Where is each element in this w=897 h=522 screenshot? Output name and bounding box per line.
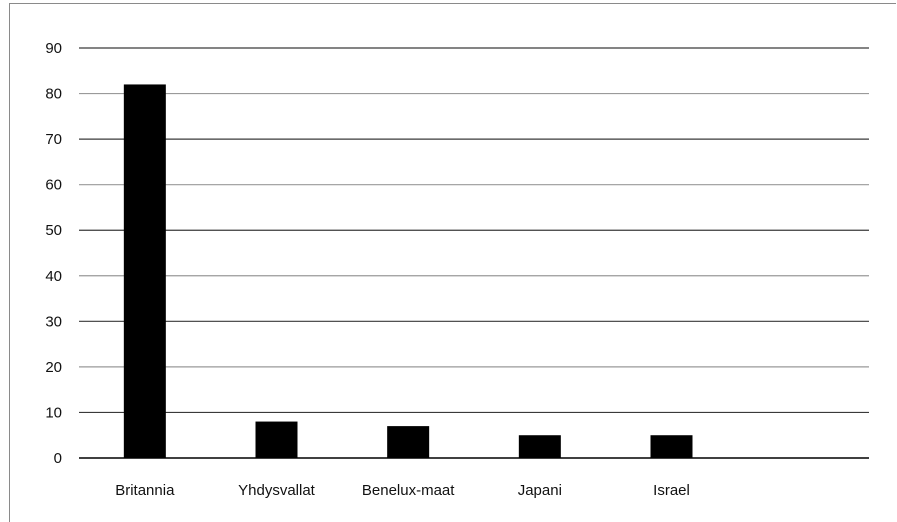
bar-japani <box>518 435 561 458</box>
y-tick-label-30: 30 <box>45 313 62 330</box>
bar-israel <box>650 435 693 458</box>
y-tick-label-40: 40 <box>45 268 62 285</box>
y-tick-label-80: 80 <box>45 86 62 103</box>
bar-benelux-maat <box>387 426 430 458</box>
x-tick-label-benelux-maat: Benelux-maat <box>362 482 455 499</box>
y-tick-label-60: 60 <box>45 177 62 194</box>
y-tick-label-20: 20 <box>45 359 62 376</box>
y-tick-label-50: 50 <box>45 222 62 239</box>
y-tick-label-10: 10 <box>45 404 62 421</box>
y-tick-label-0: 0 <box>54 450 62 467</box>
x-tick-label-israel: Israel <box>653 482 690 499</box>
x-tick-label-yhdysvallat: Yhdysvallat <box>238 482 316 499</box>
y-tick-label-70: 70 <box>45 131 62 148</box>
bar-yhdysvallat <box>255 421 298 458</box>
x-tick-label-japani: Japani <box>518 482 562 499</box>
bar-britannia <box>123 84 166 458</box>
y-tick-label-90: 90 <box>45 40 62 57</box>
x-tick-label-britannia: Britannia <box>115 482 175 499</box>
